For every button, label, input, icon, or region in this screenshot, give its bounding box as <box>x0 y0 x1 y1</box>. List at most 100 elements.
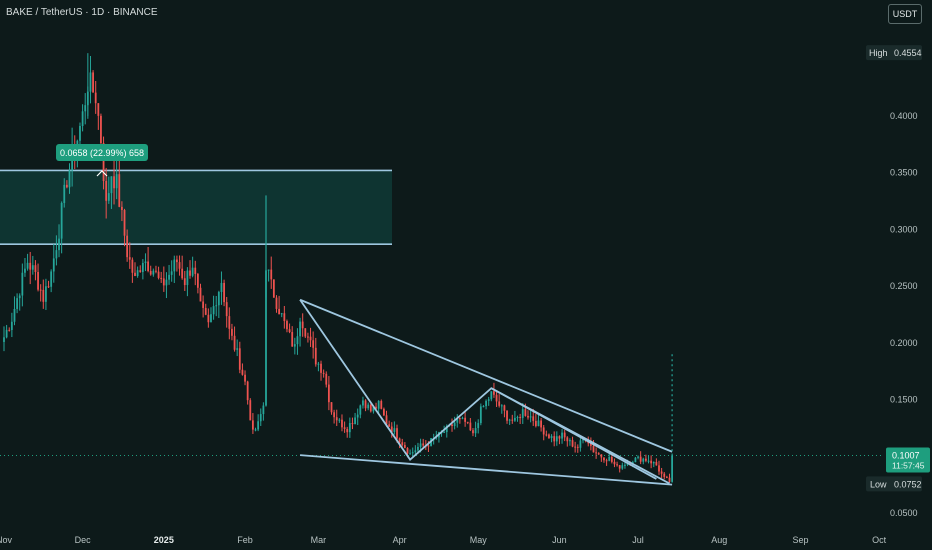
measure-tool[interactable]: 0.0658 (22.99%) 658 <box>56 144 148 177</box>
candle-body <box>228 316 231 329</box>
wedge-support-line[interactable] <box>299 454 673 486</box>
last-price-value: 0.1007 <box>892 450 920 460</box>
candle <box>296 328 299 355</box>
candle-body <box>665 476 668 478</box>
candle-body <box>540 420 542 428</box>
candle-body <box>275 297 278 309</box>
currency-button[interactable]: USDT <box>888 4 922 24</box>
x-tick-label: Sep <box>792 535 808 545</box>
candle-body <box>330 402 333 413</box>
candle <box>474 421 477 438</box>
candle-body <box>466 421 469 423</box>
last-price-bg <box>886 447 930 473</box>
candle <box>422 438 425 448</box>
candle <box>199 283 202 302</box>
candle-body <box>566 437 569 442</box>
candle <box>380 399 383 410</box>
candle-body <box>5 329 8 338</box>
candle <box>487 396 490 406</box>
candle <box>241 363 244 376</box>
low-label-bg <box>866 476 922 492</box>
candle <box>189 260 191 279</box>
y-tick-label: 0.1500 <box>890 395 918 405</box>
candle <box>608 452 611 462</box>
candle-body <box>660 471 663 474</box>
candle-body <box>377 400 380 409</box>
candle-body <box>254 429 257 431</box>
candle <box>275 295 278 313</box>
candle-body <box>45 286 47 302</box>
low-label: Low <box>870 479 887 489</box>
candle-body <box>393 428 396 432</box>
candle <box>327 376 330 411</box>
candle-body <box>422 443 425 446</box>
candle <box>8 327 11 332</box>
candle <box>553 431 556 447</box>
candle-body <box>97 103 100 116</box>
wedge-resistance-line[interactable] <box>299 298 673 453</box>
candle-body <box>516 417 519 419</box>
candle-body <box>487 399 490 401</box>
candle-body <box>191 267 194 276</box>
candle <box>5 324 8 339</box>
candle <box>215 295 218 317</box>
candle <box>37 263 39 292</box>
candle <box>341 414 343 432</box>
candle <box>621 462 624 470</box>
candle-body <box>490 391 493 400</box>
candle-body <box>574 446 577 448</box>
inner-trend-line[interactable] <box>490 387 657 480</box>
candle-body <box>542 427 545 435</box>
candle <box>304 328 307 339</box>
candle <box>299 317 301 347</box>
time-axis[interactable]: Nov Dec 2025 Feb Mar Apr May Jun Jul Aug Sep Oct <box>0 535 887 545</box>
candle <box>312 331 315 359</box>
candle-body <box>288 329 291 333</box>
candle <box>26 253 29 271</box>
candle <box>642 457 645 465</box>
candle <box>176 255 178 272</box>
candle <box>663 472 666 480</box>
candle-body <box>375 406 377 409</box>
x-tick-label: Jul <box>632 535 644 545</box>
high-tag: High 0.4554 <box>866 45 922 61</box>
candle-body <box>178 262 181 269</box>
candle <box>464 411 467 427</box>
candle-body <box>157 271 160 278</box>
candle <box>314 337 317 367</box>
candle-body <box>231 328 233 336</box>
candle-body <box>265 270 267 406</box>
candle-body <box>589 443 592 446</box>
x-tick-label: Feb <box>237 535 253 545</box>
candle <box>267 269 270 282</box>
candle-body <box>613 461 616 465</box>
candle <box>278 295 280 315</box>
candle <box>157 266 160 280</box>
candle <box>238 341 241 374</box>
y-tick-label: 0.2500 <box>890 281 918 291</box>
candle-body <box>403 445 406 448</box>
candle-body <box>348 423 351 433</box>
candle <box>495 391 498 407</box>
candle <box>270 256 273 289</box>
x-tick-label: Oct <box>872 535 887 545</box>
candle-body <box>610 456 613 462</box>
candle <box>351 417 354 430</box>
candle-body <box>100 115 102 144</box>
candle-body <box>372 406 375 412</box>
low-value: 0.0752 <box>894 479 922 489</box>
candle <box>246 380 249 405</box>
candle-body <box>107 193 110 201</box>
supply-zone[interactable] <box>0 170 392 245</box>
candle-body <box>624 464 626 466</box>
zigzag-pattern[interactable] <box>299 299 670 485</box>
candle-body <box>58 238 60 251</box>
candle <box>121 201 123 222</box>
candle <box>490 391 493 402</box>
candle-body <box>63 184 66 204</box>
candle-body <box>204 307 207 315</box>
candle-body <box>123 209 126 236</box>
candle-body <box>351 423 354 425</box>
candle <box>472 428 474 437</box>
